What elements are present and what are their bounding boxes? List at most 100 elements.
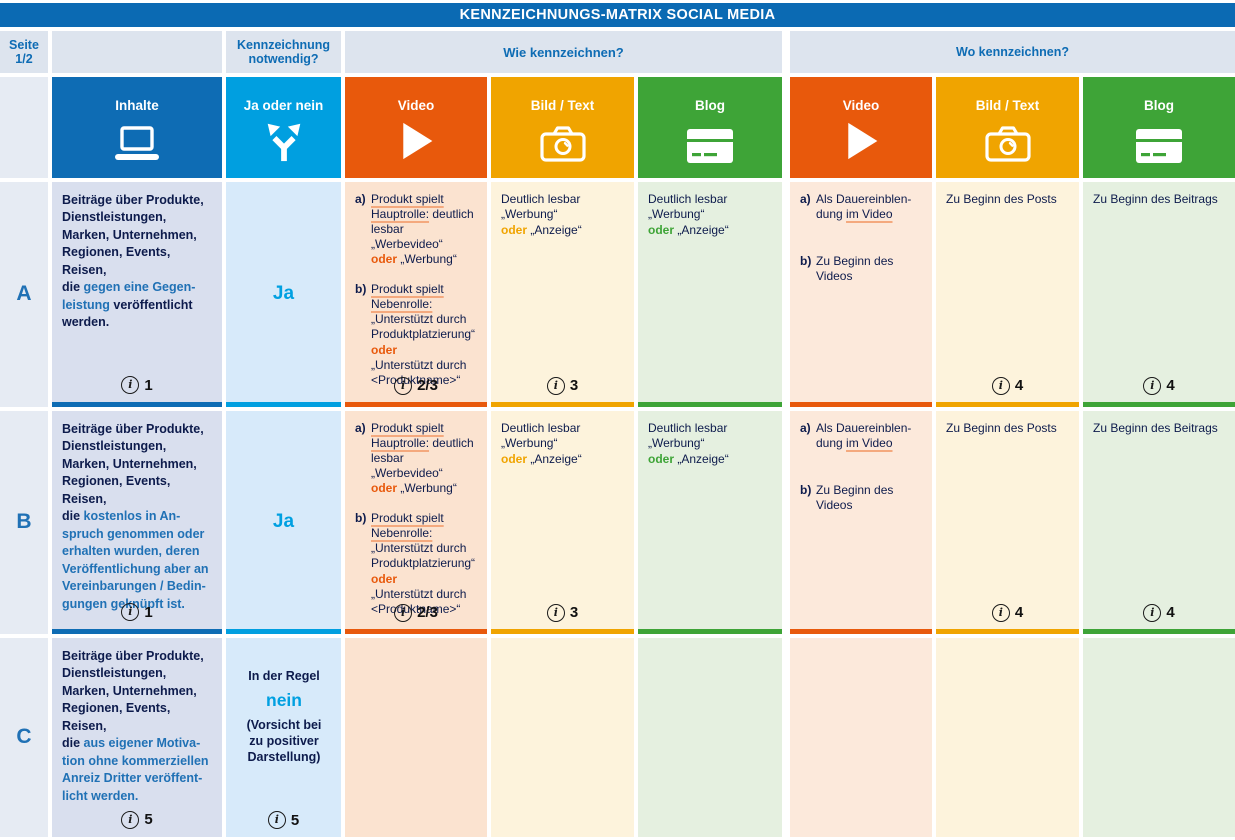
accent-bar	[790, 401, 932, 407]
cell-text: Beiträge über Produkte, Dienstleistungen…	[62, 192, 204, 330]
corner-spacer	[0, 77, 48, 178]
cell-text: a) Produkt spielt Hauptrolle: deutlich le…	[355, 191, 476, 388]
cell-text: Zu Beginn des Beitrags	[1093, 420, 1218, 435]
cell-text: Deutlich lesbar „Werbung“ oder „Anzeige“	[648, 191, 729, 237]
header-where: Wo kennzeichnen?	[790, 31, 1235, 74]
cell-b-wo-video: a) Als Dauereinblen- dung im Video b) Zu Be…	[790, 410, 932, 634]
column-label: Blog	[1144, 98, 1174, 114]
page-title-banner: KENNZEICHNUNGS-MATRIX SOCIAL MEDIA	[0, 3, 1235, 28]
cell-text: Deutlich lesbar „Werbung“ oder „Anzeige“	[501, 191, 582, 237]
column-label: Video	[397, 98, 435, 114]
info-badge: i 2/3	[345, 376, 487, 395]
cell-text: a) Als Dauereinblen- dung im Video b) Zu Be…	[800, 420, 912, 513]
matrix-row-b: B Beiträge über Produkte, Dienstleistung…	[0, 410, 1235, 634]
cell-text: Beiträge über Produkte, Dienstleistungen…	[62, 421, 209, 611]
column-label: Inhalte	[115, 98, 159, 114]
accent-bar	[52, 628, 222, 634]
column-header-wo-video: Video	[790, 77, 932, 178]
column-header-wie-video: Video	[345, 77, 487, 178]
accent-bar	[52, 401, 222, 407]
cell-text: Beiträge über Produkte, Dienstleistungen…	[62, 648, 209, 803]
info-badge: i 2/3	[345, 603, 487, 622]
column-header-wo-bild-text: Bild / Text	[936, 77, 1079, 178]
cell-text: Ja	[272, 510, 295, 532]
play-icon	[396, 119, 436, 163]
cell-a-wie-bild-text: Deutlich lesbar „Werbung“ oder „Anzeige“…	[491, 181, 634, 407]
info-icon: i	[546, 376, 565, 395]
header-spacer	[52, 31, 222, 74]
cell-a-wie-video: a) Produkt spielt Hauptrolle: deutlich le…	[345, 181, 487, 407]
cell-text: Zu Beginn des Posts	[946, 420, 1057, 435]
column-label: Blog	[695, 98, 725, 114]
cell-c-inhalte: Beiträge über Produkte, Dienstleistungen…	[52, 637, 222, 837]
cell-c-wo-video	[790, 637, 932, 837]
cell-c-wo-bild-text	[936, 637, 1079, 837]
camera-icon	[984, 125, 1031, 163]
column-header-inhalte: Inhalte	[52, 77, 222, 178]
column-label: Video	[842, 98, 880, 114]
row-label: A	[0, 181, 48, 407]
cell-b-wie-bild-text: Deutlich lesbar „Werbung“ oder „Anzeige“…	[491, 410, 634, 634]
column-header-wie-blog: Blog	[638, 77, 782, 178]
cell-text: Deutlich lesbar „Werbung“ oder „Anzeige“	[648, 420, 729, 466]
cell-text: a) Produkt spielt Hauptrolle: deutlich le…	[355, 420, 476, 617]
cell-text: Ja	[272, 282, 295, 304]
cell-text: Deutlich lesbar „Werbung“ oder „Anzeige“	[501, 420, 582, 466]
accent-bar	[638, 628, 782, 634]
nein-note: (Vorsicht bei zu positiver Darstellung)	[246, 717, 322, 765]
page-title: KENNZEICHNUNGS-MATRIX SOCIAL MEDIA	[459, 7, 776, 24]
info-icon: i	[1143, 603, 1162, 622]
accent-bar	[345, 401, 487, 407]
cell-c-wie-blog	[638, 637, 782, 837]
column-header-row: Inhalte Ja oder nein Video Bild / Text B	[0, 77, 1235, 178]
cell-c-wo-blog	[1083, 637, 1235, 837]
info-icon: i	[546, 603, 565, 622]
header-how: Wie kennzeichnen?	[345, 31, 782, 74]
accent-bar	[226, 401, 341, 407]
cell-b-wie-blog: Deutlich lesbar „Werbung“ oder „Anzeige“	[638, 410, 782, 634]
laptop-icon	[113, 125, 161, 163]
column-header-wie-bild-text: Bild / Text	[491, 77, 634, 178]
cell-c-janein: In der Regel nein (Vorsicht bei zu posit…	[226, 637, 341, 837]
row-label: B	[0, 410, 48, 634]
info-icon: i	[1143, 376, 1162, 395]
accent-bar	[491, 628, 634, 634]
cell-b-janein: Ja	[226, 410, 341, 634]
cell-text: a) Als Dauereinblen- dung im Video b) Zu Be…	[800, 191, 912, 284]
blog-icon	[687, 128, 733, 163]
cell-a-wie-blog: Deutlich lesbar „Werbung“ oder „Anzeige“	[638, 181, 782, 407]
blog-icon	[1136, 128, 1182, 163]
info-icon: i	[991, 376, 1010, 395]
cell-text: Zu Beginn des Beitrags	[1093, 191, 1218, 206]
page-indicator: Seite 1/2	[0, 31, 48, 74]
cell-a-janein: Ja	[226, 181, 341, 407]
accent-bar	[226, 628, 341, 634]
info-icon: i	[394, 376, 413, 395]
branch-icon	[261, 117, 307, 163]
cell-b-wie-video: a) Produkt spielt Hauptrolle: deutlich le…	[345, 410, 487, 634]
info-icon: i	[991, 603, 1010, 622]
play-icon	[841, 119, 881, 163]
info-icon: i	[121, 603, 140, 621]
accent-bar	[345, 628, 487, 634]
info-icon: i	[121, 810, 140, 829]
column-label: Bild / Text	[975, 98, 1040, 114]
matrix-row-c: C Beiträge über Produkte, Dienstleistung…	[0, 637, 1235, 837]
question-header-row: Seite 1/2 Kennzeichnung notwendig? Wie k…	[0, 31, 1235, 74]
cell-a-inhalte: Beiträge über Produkte, Dienstleistungen…	[52, 181, 222, 407]
row-label: C	[0, 637, 48, 837]
camera-icon	[539, 125, 586, 163]
